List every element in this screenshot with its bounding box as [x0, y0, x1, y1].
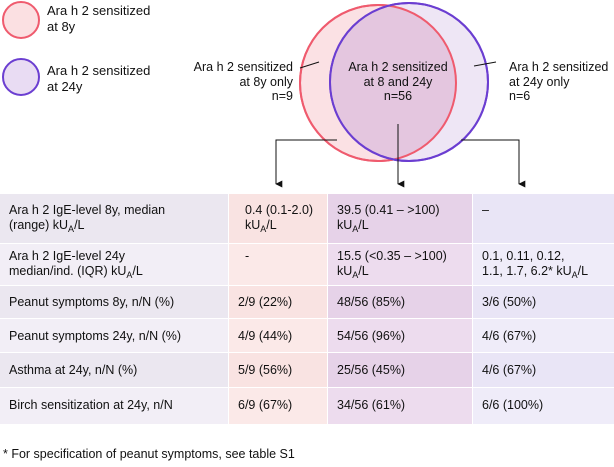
- footnote: * For specification of peanut symptoms, …: [3, 447, 295, 461]
- table-row: Ara h 2 IgE-level 24y median/ind. (IQR) …: [0, 243, 614, 286]
- row-label: Ara h 2 IgE-level 24y median/ind. (IQR) …: [0, 244, 228, 286]
- table-row: Birch sensitization at 24y, n/N 6/9 (67%…: [0, 387, 614, 424]
- cell-24y-only: 6/6 (100%): [473, 388, 614, 424]
- legend-circle-24y: [2, 58, 40, 96]
- cell-both: 48/56 (85%): [328, 286, 472, 319]
- cell-24y-only: 3/6 (50%): [473, 286, 614, 319]
- venn-label-24y-only: Ara h 2 sensitized at 24y only n=6: [509, 60, 609, 103]
- table-row: Asthma at 24y, n/N (%) 5/9 (56%) 25/56 (…: [0, 352, 614, 388]
- legend-circle-8y: [2, 1, 40, 39]
- cell-8y-only: 2/9 (22%): [229, 286, 327, 319]
- cell-both: 25/56 (45%): [328, 353, 472, 388]
- row-label: Ara h 2 IgE-level 8y, median (range) kUA…: [0, 194, 228, 244]
- cell-both: 15.5 (<0.35 – >100) kUA/L: [328, 244, 472, 286]
- cell-8y-only: 0.4 (0.1-2.0) kUA/L: [229, 194, 327, 244]
- legend-label-8y: Ara h 2 sensitized at 8y: [47, 3, 151, 34]
- table-row: Peanut symptoms 24y, n/N (%) 4/9 (44%) 5…: [0, 318, 614, 353]
- table-row: Peanut symptoms 8y, n/N (%) 2/9 (22%) 48…: [0, 285, 614, 319]
- row-label: Peanut symptoms 8y, n/N (%): [0, 286, 228, 319]
- legend-label-24y: Ara h 2 sensitized at 24y: [47, 63, 151, 94]
- venn-label-8y-only: Ara h 2 sensitized at 8y only n=9: [193, 60, 293, 103]
- cell-8y-only: 5/9 (56%): [229, 353, 327, 388]
- cell-both: 39.5 (0.41 – >100) kUA/L: [328, 194, 472, 244]
- row-label: Peanut symptoms 24y, n/N (%): [0, 319, 228, 353]
- cell-both: 54/56 (96%): [328, 319, 472, 353]
- row-label: Birch sensitization at 24y, n/N: [0, 388, 228, 424]
- cell-8y-only: -: [229, 244, 327, 286]
- cell-24y-only: 4/6 (67%): [473, 353, 614, 388]
- cell-both: 34/56 (61%): [328, 388, 472, 424]
- leader-line-right: [473, 61, 497, 67]
- row-label: Asthma at 24y, n/N (%): [0, 353, 228, 388]
- venn-diagram: [2, 1, 526, 188]
- cell-8y-only: 6/9 (67%): [229, 388, 327, 424]
- cell-24y-only: 4/6 (67%): [473, 319, 614, 353]
- arrow-left: [275, 139, 337, 188]
- cell-24y-only: 0.1, 0.11, 0.12, 1.1, 1.7, 6.2* kUA/L: [473, 244, 614, 286]
- cell-8y-only: 4/9 (44%): [229, 319, 327, 353]
- table-row: Ara h 2 IgE-level 8y, median (range) kUA…: [0, 193, 614, 244]
- leader-line-left: [299, 61, 320, 69]
- arrow-right: [461, 139, 526, 188]
- venn-label-both: Ara h 2 sensitized at 8 and 24y n=56: [348, 60, 448, 103]
- cell-24y-only: –: [473, 194, 614, 244]
